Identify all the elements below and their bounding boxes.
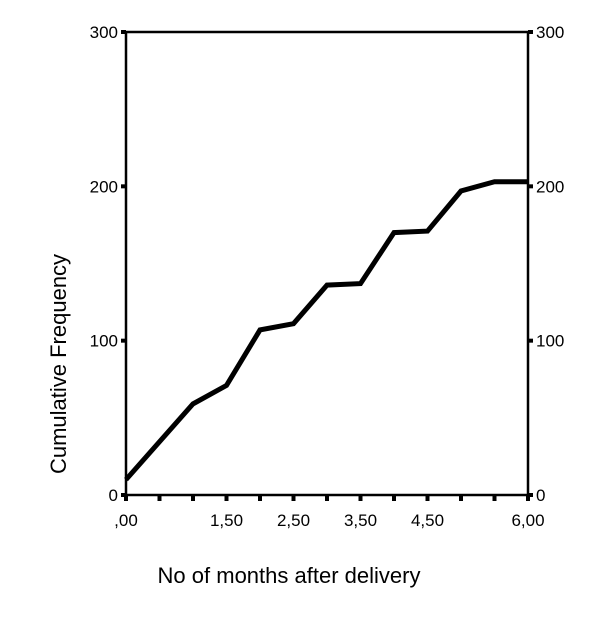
y-tick-label-right: 300 (536, 23, 564, 42)
y-tick-label-right: 100 (536, 332, 564, 351)
y-tick-label-left: 0 (109, 486, 118, 505)
y-tick-label-right: 0 (536, 486, 545, 505)
x-tick-label: 6,00 (511, 511, 544, 530)
y-tick-label-left: 200 (90, 177, 118, 196)
right-axis-ticks: 0 100 200 300 (528, 23, 564, 505)
x-tick-label: 4,50 (411, 511, 444, 530)
y-axis-title: Cumulative Frequency (46, 254, 71, 474)
y-tick-label-left: 100 (90, 332, 118, 351)
x-axis-title: No of months after delivery (158, 563, 421, 588)
bottom-axis-ticks: ,00 1,50 2,50 3,50 4,50 6,00 (114, 495, 545, 530)
x-tick-label: 3,50 (344, 511, 377, 530)
y-tick-label-left: 300 (90, 23, 118, 42)
x-tick-label: 1,50 (210, 511, 243, 530)
series-line (124, 179, 528, 482)
plot-frame (124, 30, 530, 497)
x-tick-label: 2,50 (277, 511, 310, 530)
x-tick-label: ,00 (114, 511, 138, 530)
left-axis-ticks: 0 100 200 300 (90, 23, 126, 505)
y-tick-label-right: 200 (536, 177, 564, 196)
